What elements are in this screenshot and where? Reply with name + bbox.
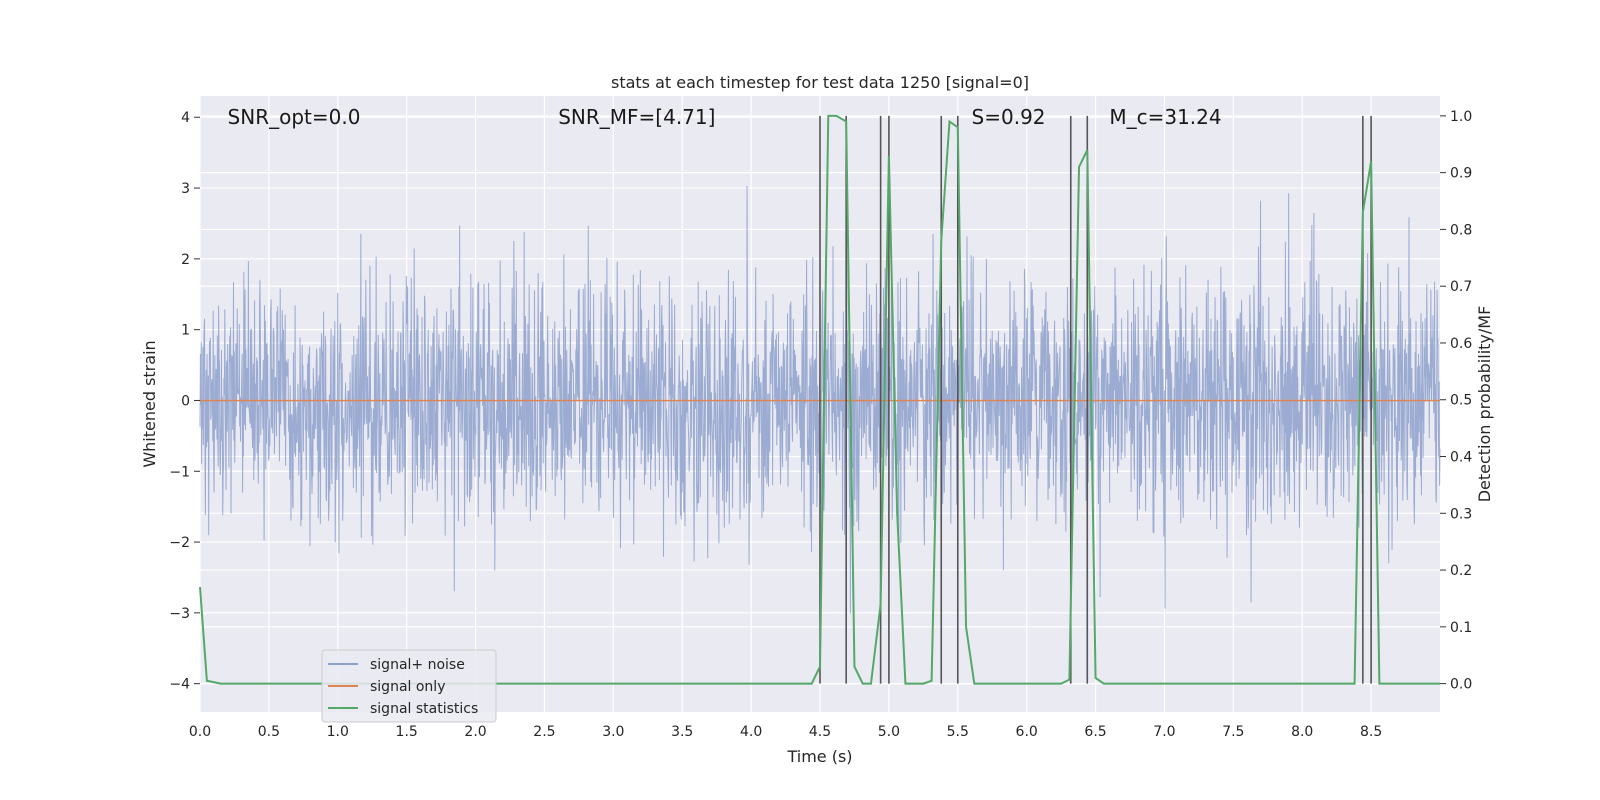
annotation-0: SNR_opt=0.0 [228,105,361,129]
y-tick-3: −1 [169,464,190,480]
x-tick-0: 0.0 [189,724,211,740]
x-tick-2: 1.0 [327,724,349,740]
annotations: SNR_opt=0.0 SNR_MF=[4.71] S=0.92 M_c=31.24 [228,105,1222,129]
x-tick-13: 6.5 [1084,724,1106,740]
x-tick-7: 3.5 [671,724,693,740]
y2-tick-9: 0.9 [1450,166,1472,182]
y2-tick-labels: 0.0 0.1 0.2 0.3 0.4 0.5 0.6 0.7 0.8 0.9 1.0 [1440,109,1472,693]
legend-label-signal-only: signal only [370,679,445,695]
x-tick-12: 6.0 [1016,724,1038,740]
y-tick-5: 1 [181,323,190,339]
x-tick-6: 3.0 [602,724,624,740]
x-tick-3: 1.5 [396,724,418,740]
y2-tick-6: 0.6 [1450,336,1472,352]
annotation-2: S=0.92 [972,105,1046,129]
y2-axis-label: Detection probability/MF [1475,306,1494,503]
x-tick-5: 2.5 [533,724,555,740]
y2-tick-10: 1.0 [1450,109,1472,125]
x-tick-labels: 0.0 0.5 1.0 1.5 2.0 2.5 3.0 3.5 4.0 4.5 5.0 5.5 6.0 6… [189,724,1382,740]
annotation-1: SNR_MF=[4.71] [558,105,715,129]
y-tick-7: 3 [181,181,190,197]
x-tick-1: 0.5 [258,724,280,740]
y-axis-label: Whitened strain [140,340,159,467]
y-tick-0: −4 [169,677,190,693]
x-axis-label: Time (s) [786,747,852,766]
x-tick-9: 4.5 [809,724,831,740]
legend-label-signal-noise: signal+ noise [370,657,465,673]
y2-tick-3: 0.3 [1450,506,1472,522]
x-tick-11: 5.5 [947,724,969,740]
y2-tick-2: 0.2 [1450,563,1472,579]
y2-tick-4: 0.4 [1450,450,1472,466]
x-tick-14: 7.0 [1153,724,1175,740]
x-tick-16: 8.0 [1291,724,1313,740]
y-tick-2: −2 [169,535,190,551]
y2-tick-5: 0.5 [1450,393,1472,409]
series-signal-statistics [199,114,1440,685]
annotation-3: M_c=31.24 [1109,105,1221,129]
y-tick-labels: −4 −3 −2 −1 0 1 2 3 4 [169,110,200,693]
legend: signal+ noise signal only signal statist… [321,649,497,723]
y2-tick-8: 0.8 [1450,222,1472,238]
y-tick-6: 2 [181,252,190,268]
y2-tick-0: 0.0 [1450,677,1472,693]
legend-label-signal-statistics: signal statistics [370,701,478,717]
x-tick-4: 2.0 [464,724,486,740]
y-tick-8: 4 [181,110,190,126]
legend-box [321,649,497,723]
x-tick-15: 7.5 [1222,724,1244,740]
y-tick-4: 0 [181,393,190,409]
x-tick-8: 4.0 [740,724,762,740]
x-tick-17: 8.5 [1360,724,1382,740]
y-tick-1: −3 [169,606,190,622]
y2-tick-1: 0.1 [1450,620,1472,636]
x-tick-10: 5.0 [878,724,900,740]
y2-tick-7: 0.7 [1450,279,1472,295]
signal-statistics-line [199,114,1440,685]
chart-title: stats at each timestep for test data 125… [611,73,1029,92]
